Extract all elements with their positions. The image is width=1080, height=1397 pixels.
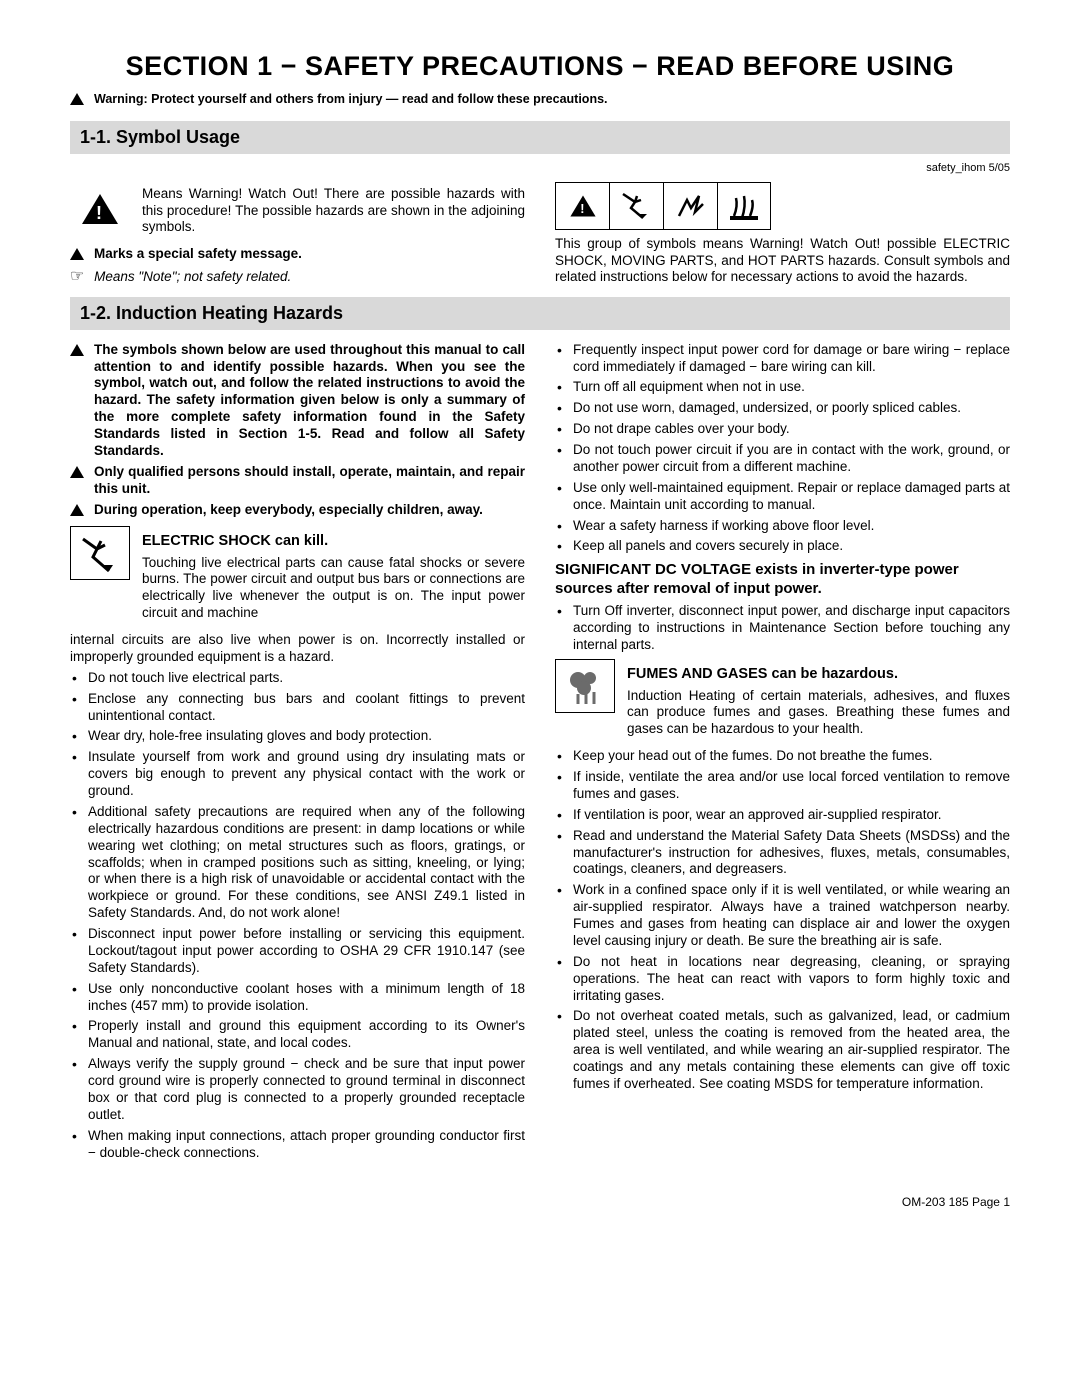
shock-bullets: Do not touch live electrical parts. Encl… bbox=[70, 670, 525, 1162]
electric-shock-icon bbox=[70, 526, 130, 580]
fumes-intro: Induction Heating of certain materials, … bbox=[627, 688, 1010, 739]
symbol-usage-left: Means Warning! Watch Out! There are poss… bbox=[70, 182, 525, 292]
list-item: Turn off all equipment when not in use. bbox=[555, 379, 1010, 396]
symbol-usage-right: This group of symbols means Warning! Wat… bbox=[555, 182, 1010, 292]
shock-icon bbox=[609, 182, 663, 230]
tri-text-0: The symbols shown below are used through… bbox=[94, 342, 525, 460]
list-item: Use only nonconductive coolant hoses wit… bbox=[70, 981, 525, 1015]
section-title: SECTION 1 − SAFETY PRECAUTIONS − READ BE… bbox=[70, 50, 1010, 84]
hazards-left-col: The symbols shown below are used through… bbox=[70, 338, 525, 1166]
list-item: Properly install and ground this equipme… bbox=[70, 1018, 525, 1052]
list-item: Additional safety precautions are requir… bbox=[70, 804, 525, 922]
warning-means-text: Means Warning! Watch Out! There are poss… bbox=[142, 186, 525, 237]
list-item: When making input connections, attach pr… bbox=[70, 1128, 525, 1162]
hot-parts-icon bbox=[717, 182, 771, 230]
list-item: Work in a confined space only if it is w… bbox=[555, 882, 1010, 950]
shock-intro-cont: internal circuits are also live when pow… bbox=[70, 632, 525, 666]
warning-icon bbox=[555, 182, 609, 230]
list-item: Keep your head out of the fumes. Do not … bbox=[555, 748, 1010, 765]
list-item: Do not use worn, damaged, undersized, or… bbox=[555, 400, 1010, 417]
list-item: If ventilation is poor, wear an approved… bbox=[555, 807, 1010, 824]
shock-intro-partial: Touching live electrical parts can cause… bbox=[142, 555, 525, 623]
fumes-icon bbox=[555, 659, 615, 713]
subsection-1-2-heading: 1-2. Induction Heating Hazards bbox=[70, 297, 1010, 330]
list-item: Disconnect input power before installing… bbox=[70, 926, 525, 977]
symbol-usage-columns: Means Warning! Watch Out! There are poss… bbox=[70, 182, 1010, 292]
list-item: Do not touch live electrical parts. bbox=[70, 670, 525, 687]
hazards-right-col: Frequently inspect input power cord for … bbox=[555, 338, 1010, 1166]
tri-item: During operation, keep everybody, especi… bbox=[70, 502, 525, 519]
fumes-heading: FUMES AND GASES can be hazardous. bbox=[627, 665, 1010, 683]
warning-triangle-icon bbox=[70, 248, 84, 260]
list-item: Wear a safety harness if working above f… bbox=[555, 518, 1010, 535]
list-item: If inside, ventilate the area and/or use… bbox=[555, 769, 1010, 803]
list-item: Do not overheat coated metals, such as g… bbox=[555, 1008, 1010, 1092]
symbol-group-explain: This group of symbols means Warning! Wat… bbox=[555, 236, 1010, 287]
list-item: Insulate yourself from work and ground u… bbox=[70, 749, 525, 800]
dc-voltage-heading: SIGNIFICANT DC VOLTAGE exists in inverte… bbox=[555, 561, 1010, 599]
list-item: Keep all panels and covers securely in p… bbox=[555, 538, 1010, 555]
list-item: Always verify the supply ground − check … bbox=[70, 1056, 525, 1124]
tri-text-2: During operation, keep everybody, especi… bbox=[94, 502, 483, 519]
tri-text-1: Only qualified persons should install, o… bbox=[94, 464, 525, 498]
list-item: Wear dry, hole-free insulating gloves an… bbox=[70, 728, 525, 745]
list-item: Do not drape cables over your body. bbox=[555, 421, 1010, 438]
warning-triangle-icon bbox=[70, 344, 84, 356]
top-warning-text: Warning: Protect yourself and others fro… bbox=[94, 92, 608, 108]
top-warning-row: Warning: Protect yourself and others fro… bbox=[70, 92, 1010, 108]
warning-triangle-icon bbox=[70, 504, 84, 516]
note-means-text: Means "Note"; not safety related. bbox=[94, 269, 291, 284]
note-pointer-icon: ☞ bbox=[70, 267, 84, 287]
list-item: Enclose any connecting bus bars and cool… bbox=[70, 691, 525, 725]
right-top-bullets: Frequently inspect input power cord for … bbox=[555, 342, 1010, 556]
warning-big-icon bbox=[70, 182, 130, 236]
tri-item: Only qualified persons should install, o… bbox=[70, 464, 525, 498]
shock-heading: ELECTRIC SHOCK can kill. bbox=[142, 532, 525, 550]
warning-triangle-icon bbox=[70, 93, 84, 105]
list-item: Do not heat in locations near degreasing… bbox=[555, 954, 1010, 1005]
note-means-row: ☞ Means "Note"; not safety related. bbox=[70, 267, 525, 287]
warning-triangle-icon bbox=[70, 466, 84, 478]
moving-parts-icon bbox=[663, 182, 717, 230]
page-footer: OM-203 185 Page 1 bbox=[70, 1195, 1010, 1210]
list-item: Frequently inspect input power cord for … bbox=[555, 342, 1010, 376]
fumes-bullets: Keep your head out of the fumes. Do not … bbox=[555, 748, 1010, 1093]
doc-reference: safety_ihom 5/05 bbox=[70, 162, 1010, 176]
dc-bullets: Turn Off inverter, disconnect input powe… bbox=[555, 603, 1010, 654]
subsection-1-1-heading: 1-1. Symbol Usage bbox=[70, 121, 1010, 154]
list-item: Use only well-maintained equipment. Repa… bbox=[555, 480, 1010, 514]
list-item: Do not touch power circuit if you are in… bbox=[555, 442, 1010, 476]
list-item: Read and understand the Material Safety … bbox=[555, 828, 1010, 879]
marks-special-text: Marks a special safety message. bbox=[94, 246, 302, 263]
symbol-group-row bbox=[555, 182, 1010, 230]
tri-item: The symbols shown below are used through… bbox=[70, 342, 525, 460]
list-item: Turn Off inverter, disconnect input powe… bbox=[555, 603, 1010, 654]
hazards-columns: The symbols shown below are used through… bbox=[70, 338, 1010, 1166]
